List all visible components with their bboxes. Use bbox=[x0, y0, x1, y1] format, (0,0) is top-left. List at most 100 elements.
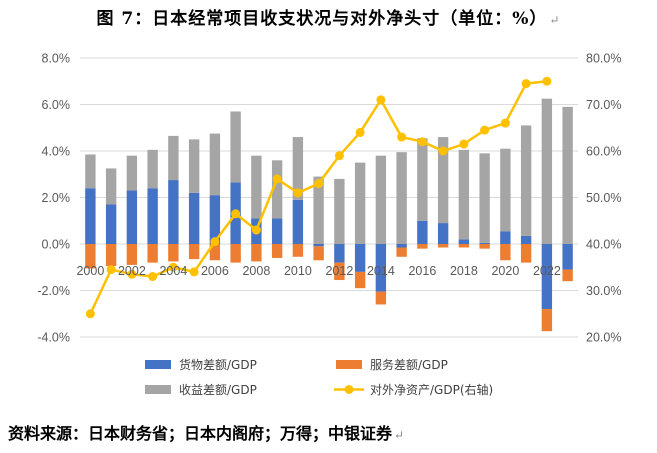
goods-bar bbox=[126, 190, 138, 244]
goods-bar bbox=[188, 192, 200, 244]
y-axis-right: 20.0% 30.0% 40.0% 50.0% 60.0% 70.0% 80.0% bbox=[586, 52, 621, 345]
goods-bar bbox=[500, 231, 511, 244]
goods-bar bbox=[292, 199, 304, 244]
gridlines bbox=[80, 57, 578, 338]
income-bar bbox=[209, 133, 221, 196]
nfa-point bbox=[251, 225, 261, 235]
nfa-point bbox=[376, 95, 386, 105]
income-bar bbox=[168, 135, 179, 181]
x-tick-label: 2004 bbox=[159, 264, 187, 278]
goods-bar bbox=[334, 244, 345, 263]
services-bar bbox=[230, 244, 241, 263]
y-left-tick-label: -2.0% bbox=[37, 284, 70, 298]
goods-bar bbox=[541, 244, 553, 310]
nfa-point bbox=[148, 272, 158, 282]
services-bar bbox=[458, 244, 470, 248]
bars bbox=[85, 98, 573, 332]
y-left-tick-label: 8.0% bbox=[42, 52, 71, 66]
x-tick-label: 2002 bbox=[118, 264, 146, 278]
income-bar bbox=[271, 160, 283, 219]
nfa-point bbox=[500, 118, 510, 128]
income-bar bbox=[188, 139, 200, 193]
goods-bar bbox=[396, 244, 407, 248]
y-axis-left: -4.0% -2.0% 0.0% 2.0% 4.0% 6.0% 8.0% bbox=[37, 52, 70, 345]
legend: 货物差额/GDP 服务差额/GDP 收益差额/GDP 对外净资产/GDP(右轴) bbox=[145, 357, 493, 397]
income-bar bbox=[417, 138, 428, 221]
nfa-point bbox=[438, 146, 448, 156]
x-tick-label: 2006 bbox=[201, 264, 229, 278]
y-left-tick-label: 4.0% bbox=[42, 145, 71, 159]
income-bar bbox=[354, 162, 366, 244]
income-bar bbox=[251, 155, 262, 219]
income-bar bbox=[458, 149, 470, 240]
y-right-tick-label: 60.0% bbox=[586, 145, 621, 159]
services-bar bbox=[251, 244, 262, 262]
nfa-point bbox=[272, 174, 282, 184]
services-bar bbox=[168, 244, 179, 262]
nfa-point bbox=[210, 237, 220, 247]
nfa-point bbox=[397, 132, 407, 142]
goods-bar bbox=[209, 195, 221, 244]
nfa-point bbox=[542, 76, 552, 86]
goods-bar bbox=[458, 239, 470, 244]
x-tick-label: 2008 bbox=[242, 264, 270, 278]
nfa-point bbox=[293, 188, 303, 198]
goods-bar bbox=[105, 204, 117, 244]
services-bar bbox=[396, 247, 407, 257]
x-tick-label: 2016 bbox=[408, 264, 436, 278]
services-bar bbox=[375, 291, 387, 305]
nfa-point bbox=[231, 209, 241, 219]
services-bar bbox=[85, 244, 96, 269]
income-bar bbox=[230, 111, 241, 183]
income-bar bbox=[334, 178, 345, 244]
income-bar bbox=[396, 152, 407, 244]
nfa-point bbox=[189, 267, 199, 277]
x-tick-label: 2020 bbox=[491, 264, 519, 278]
nfa-point bbox=[168, 262, 178, 272]
goods-bar bbox=[147, 188, 158, 244]
services-bar bbox=[188, 244, 200, 260]
services-bar bbox=[500, 244, 511, 261]
income-bar bbox=[437, 137, 449, 224]
legend-label: 收益差额/GDP bbox=[179, 383, 257, 397]
y-left-tick-label: 0.0% bbox=[42, 238, 71, 252]
income-bar bbox=[479, 153, 490, 243]
nfa-point bbox=[480, 125, 490, 135]
services-bar bbox=[417, 244, 428, 249]
legend-swatch bbox=[145, 385, 171, 394]
services-bar bbox=[147, 244, 158, 263]
legend-goods: 货物差额/GDP bbox=[145, 357, 257, 372]
services-bar bbox=[562, 269, 573, 282]
income-bar bbox=[313, 176, 324, 244]
nfa-point bbox=[106, 265, 116, 275]
nfa-point bbox=[314, 179, 324, 189]
goods-bar bbox=[354, 244, 366, 272]
services-bar bbox=[292, 244, 304, 257]
services-bar bbox=[479, 244, 490, 249]
nfa-point bbox=[355, 127, 365, 137]
y-right-tick-label: 40.0% bbox=[586, 238, 621, 252]
y-right-tick-label: 80.0% bbox=[586, 52, 621, 66]
income-bar bbox=[500, 148, 511, 232]
legend-swatch bbox=[336, 360, 362, 369]
legend-label: 对外净资产/GDP(右轴) bbox=[370, 382, 493, 397]
income-bar bbox=[147, 149, 158, 189]
goods-bar bbox=[313, 244, 324, 247]
goods-bar bbox=[271, 218, 283, 244]
goods-bar bbox=[375, 244, 387, 292]
y-left-tick-label: 2.0% bbox=[42, 191, 71, 205]
nfa-point bbox=[85, 309, 95, 319]
nfa-point bbox=[459, 139, 469, 149]
legend-services: 服务差额/GDP bbox=[336, 357, 448, 372]
nfa-point bbox=[417, 137, 427, 147]
y-left-tick-label: -4.0% bbox=[37, 331, 70, 345]
income-bar bbox=[541, 98, 553, 244]
x-tick-label: 2012 bbox=[325, 264, 353, 278]
income-bar bbox=[85, 154, 96, 189]
services-bar bbox=[437, 244, 449, 248]
services-bar bbox=[313, 246, 324, 261]
income-bar bbox=[562, 106, 573, 244]
goods-bar bbox=[437, 223, 449, 244]
